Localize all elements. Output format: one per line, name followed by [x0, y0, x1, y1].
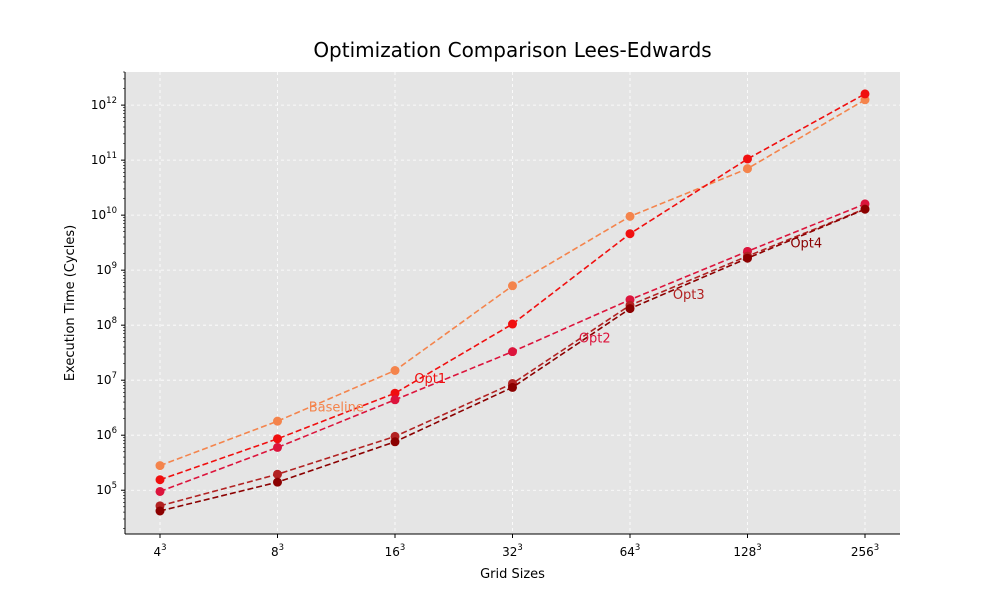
y-axis-label: Execution Time (Cycles)	[63, 225, 78, 381]
series-label-opt1: Opt1	[414, 372, 446, 387]
series-label-opt4: Opt4	[790, 236, 822, 251]
data-point-opt1	[390, 388, 400, 398]
series-group	[155, 89, 870, 516]
series-label-opt3: Opt3	[673, 288, 705, 303]
series-labels: Baseline Opt1 Opt2 Opt3 Opt4	[309, 236, 822, 415]
y-ticks: 105 106 107 108 109 1010 1011 1012	[91, 71, 125, 529]
data-point-opt1	[508, 319, 517, 329]
x-tick-label: 323	[502, 543, 523, 559]
y-tick-label: 1010	[91, 206, 117, 222]
x-tick-label: 2563	[851, 543, 879, 559]
data-point-opt2	[508, 347, 517, 357]
data-point-opt3	[273, 469, 282, 479]
data-point-opt1	[625, 229, 635, 239]
y-tick-label: 105	[96, 481, 117, 497]
data-point-opt2	[273, 442, 282, 452]
data-point-opt4	[508, 382, 517, 392]
data-point-opt4	[273, 477, 282, 487]
data-point-opt4	[390, 437, 400, 447]
y-tick-label: 108	[96, 316, 117, 332]
data-point-opt1	[273, 434, 282, 444]
y-tick-label: 109	[96, 261, 117, 277]
series-baseline	[155, 95, 870, 471]
y-tick-label: 1011	[91, 151, 117, 167]
data-point-opt4	[625, 304, 635, 314]
data-point-baseline	[508, 281, 517, 291]
chart-title: Optimization Comparison Lees-Edwards	[313, 38, 711, 62]
series-opt4	[155, 204, 870, 516]
data-point-baseline	[155, 461, 165, 471]
data-point-baseline	[743, 164, 752, 174]
data-point-baseline	[273, 416, 282, 426]
data-point-opt2	[390, 395, 400, 405]
data-point-baseline	[390, 366, 400, 376]
data-point-baseline	[625, 211, 635, 221]
y-tick-label: 106	[96, 426, 117, 442]
data-point-opt2	[155, 486, 165, 496]
data-point-opt1	[860, 89, 870, 99]
series-label-baseline: Baseline	[309, 400, 364, 415]
data-point-opt1	[155, 475, 165, 485]
data-point-opt4	[743, 253, 752, 263]
x-tick-label: 163	[385, 543, 406, 559]
y-tick-label: 107	[96, 371, 117, 387]
x-tick-label: 43	[153, 543, 166, 559]
series-opt1	[155, 89, 870, 485]
x-axis-label: Grid Sizes	[480, 567, 545, 582]
data-point-opt4	[155, 506, 165, 516]
data-point-opt4	[860, 204, 870, 214]
y-tick-label: 1012	[91, 96, 117, 112]
data-point-opt1	[743, 154, 752, 164]
x-ticks: 43 83 163 323 643 1283 2563	[153, 534, 879, 559]
series-label-opt2: Opt2	[579, 332, 611, 347]
x-tick-label: 643	[620, 543, 641, 559]
x-tick-label: 83	[271, 543, 284, 559]
x-tick-label: 1283	[733, 543, 761, 559]
